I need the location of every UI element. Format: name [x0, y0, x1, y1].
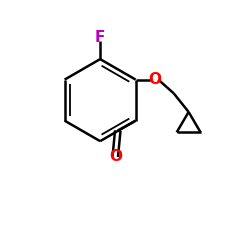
Text: F: F: [95, 30, 105, 46]
Text: O: O: [148, 72, 162, 87]
Text: O: O: [109, 149, 122, 164]
